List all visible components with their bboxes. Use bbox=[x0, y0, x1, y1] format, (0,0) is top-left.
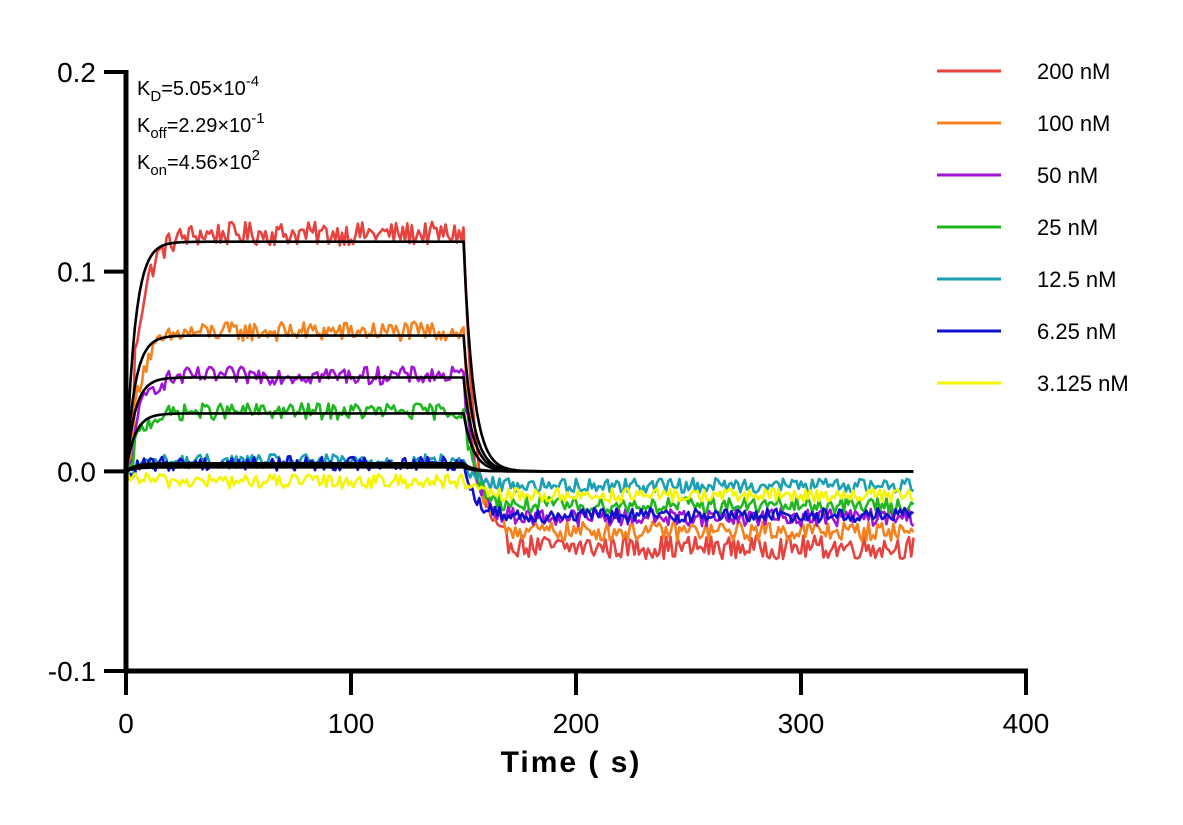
axes-layer: -0.1 0.0 0.1 0.2 0 100 200 300 400 Time ( s) bbox=[48, 57, 1050, 779]
series-line-200nM bbox=[124, 220, 915, 561]
series-line-25nM bbox=[125, 402, 915, 515]
x-tick-label: 100 bbox=[328, 708, 375, 739]
fit-curve-50nM bbox=[124, 376, 914, 473]
fit-curve-3125nM bbox=[125, 466, 914, 473]
y-tick-label: 0.0 bbox=[57, 456, 96, 487]
legend-label: 12.5 nM bbox=[1037, 267, 1117, 292]
x-tick-label: 200 bbox=[553, 708, 600, 739]
series-line-3125nM bbox=[125, 471, 914, 504]
legend-label: 100 nM bbox=[1037, 111, 1110, 136]
series-line-125nM bbox=[125, 453, 915, 494]
legend-label: 25 nM bbox=[1037, 215, 1098, 240]
legend: 200 nM 100 nM 50 nM 25 nM 12.5 nM 6.25 nM 3.12… bbox=[937, 59, 1129, 396]
kinetic-constant: Koff=2.29×10-1 bbox=[137, 110, 265, 142]
kinetic-constant: KD=5.05×10-4 bbox=[137, 73, 259, 105]
x-tick-label: 300 bbox=[778, 708, 825, 739]
annotation-layer: KD=5.05×10-4 Koff=2.29×10-1 Kon=4.56×102 bbox=[137, 73, 265, 179]
y-tick-label: 0.2 bbox=[57, 57, 96, 88]
fit-curve-100nM bbox=[124, 334, 914, 473]
legend-label: 3.125 nM bbox=[1037, 371, 1129, 396]
series-layer bbox=[124, 220, 915, 561]
legend-label: 50 nM bbox=[1037, 163, 1098, 188]
fit-layer bbox=[124, 240, 914, 473]
series-line-100nM bbox=[124, 320, 915, 543]
legend-label: 200 nM bbox=[1037, 59, 1110, 84]
fit-curve-200nM bbox=[124, 240, 914, 473]
y-tick-label: -0.1 bbox=[48, 656, 96, 687]
x-tick-label: 0 bbox=[118, 708, 134, 739]
x-axis-title: Time ( s) bbox=[501, 746, 642, 779]
x-tick-label: 400 bbox=[1003, 708, 1050, 739]
kinetic-constant: Kon=4.56×102 bbox=[137, 147, 260, 179]
y-tick-label: 0.1 bbox=[57, 257, 96, 288]
legend-label: 6.25 nM bbox=[1037, 319, 1117, 344]
